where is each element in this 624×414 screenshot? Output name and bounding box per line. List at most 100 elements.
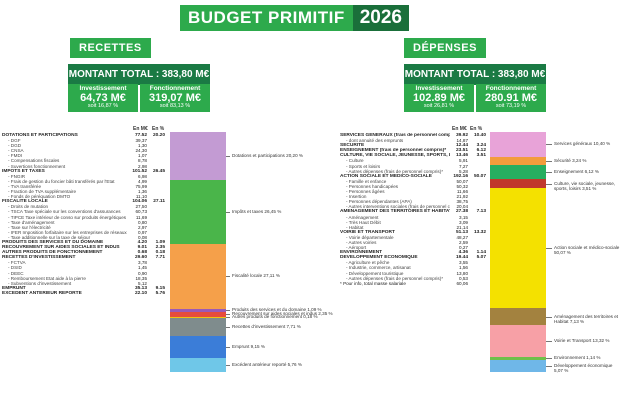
- recettes-row-label: - FMDI: [8, 153, 23, 159]
- depenses-row-label: - Insertion: [346, 194, 367, 200]
- depenses-bar-segment-amenagement: [490, 307, 546, 326]
- recettes-row: - Fonds de péréquation DMTO 11,10: [2, 194, 165, 199]
- recettes-row-value: 35.13: [134, 285, 147, 291]
- depenses-row: SERVICES GENERAUX (frais de personnel co…: [340, 133, 486, 138]
- depenses-row-label: * Pour info, total masse salariale: [340, 280, 406, 286]
- recettes-bar-segment-impots: [170, 180, 226, 244]
- depenses-row-label: ENVIRONNEMENT: [340, 250, 383, 256]
- recettes-row-value: 1,45: [138, 265, 147, 271]
- recettes-row-label: - Fraction de TVA supplémentaire: [8, 189, 77, 195]
- recettes-leader-line: [226, 314, 230, 316]
- recettes-row-value: 0,97: [138, 229, 147, 235]
- depenses-leader-line: [546, 172, 552, 174]
- recettes-row: - TSCA Taxe spéciale sur les conventions…: [2, 209, 165, 214]
- recettes-row: - Remboursement Etat aide à la pierre 18,…: [2, 276, 165, 281]
- depenses-row: - Voirie départementale 48,27: [340, 235, 486, 240]
- depenses-row: VOIRIE ET TRANSPORT 51.13 13.32: [340, 230, 486, 235]
- depenses-row-label: - Autres voiries: [346, 239, 377, 245]
- recettes-bar-caption: Produits des services et du domaine 1,09…: [232, 307, 322, 313]
- recettes-inv-box: Investissement 64,73 M€ soit 16,87 %: [68, 84, 138, 113]
- depenses-bar-caption: Sécurité 3,24 %: [554, 157, 587, 163]
- depenses-row-label: - Agriculture et pêche: [346, 260, 390, 266]
- recettes-bar: [170, 132, 226, 372]
- recettes-fonc-pct: soit 83,13 %: [159, 103, 191, 110]
- recettes-leader-line: [226, 365, 230, 367]
- depenses-row: - Culture 5,91: [340, 158, 486, 163]
- depenses-bar-caption: Culture, vie sociale, jeunesse, sports, …: [554, 180, 616, 191]
- recettes-row-value: 0.68: [137, 250, 147, 256]
- recettes-fonc-label: Fonctionnement: [149, 85, 201, 92]
- recettes-row-label: AUTRES PRODUITS DE FONCTIONNEMENT: [2, 250, 103, 256]
- depenses-row-value: 38,75: [456, 199, 469, 205]
- recettes-row-pct: 5.76: [155, 290, 165, 296]
- depenses-row-label: - Culture: [346, 158, 364, 164]
- recettes-row-pct: 0.18: [155, 250, 165, 256]
- title-text: BUDGET PRIMITIF: [180, 5, 353, 31]
- depenses-row: - Autres voiries 2,59: [340, 240, 486, 245]
- recettes-row: RECOUVREMENT SUR AIDES SOCIALES ET INDUS…: [2, 245, 165, 250]
- depenses-leader-line: [546, 144, 552, 146]
- depenses-bar: [490, 132, 546, 372]
- recettes-table: DOTATIONS ET PARTICIPATIONS 77.52 20.20- D…: [2, 133, 165, 296]
- depenses-row-value: 0,27: [459, 245, 468, 251]
- depenses-row-value: 3,15: [459, 214, 468, 220]
- depenses-row-pct: 7.13: [476, 209, 486, 215]
- depenses-row-label: - Développement touristique: [346, 270, 404, 276]
- depenses-row-label: - Autres dépenses (frais de personnel co…: [346, 275, 444, 281]
- depenses-row: - Autres dépenses (frais de personnel co…: [340, 169, 486, 174]
- depenses-row-value: 13.46: [455, 153, 468, 159]
- recettes-row-value: 101.52: [132, 168, 147, 174]
- recettes-row-pct: 20.20: [152, 133, 165, 138]
- recettes-row: - TIPCE Taxe intérieur de conso sur prod…: [2, 215, 165, 220]
- depenses-row-pct: 50.07: [473, 173, 486, 179]
- recettes-row-value: 1,07: [138, 153, 147, 159]
- depenses-bar-caption: Aménagement des territoires et Habitat 7…: [554, 313, 619, 324]
- depenses-bar-segment-enseignement: [490, 164, 546, 180]
- recettes-row: EMPRUNT 35.13 9.15: [2, 286, 165, 291]
- depenses-leader-line: [546, 183, 552, 185]
- depenses-row-value: 50,07: [456, 178, 469, 184]
- recettes-row-value: 0,08: [138, 234, 147, 240]
- recettes-leader-line: [226, 347, 230, 349]
- depenses-row-label: SÉCURITÉ: [340, 143, 365, 149]
- recettes-row: - FMDI 1,07: [2, 153, 165, 158]
- depenses-row-label: ENSEIGNEMENT (frais de personnel compris…: [340, 148, 447, 154]
- depenses-row-pct: 6.12: [476, 148, 486, 154]
- depenses-row: - Personnes handicapées 50,32: [340, 184, 486, 189]
- recettes-row: - Fraction de TVA supplémentaire 1,36: [2, 189, 165, 194]
- recettes-row-value: 77.52: [134, 133, 147, 138]
- recettes-leader-line: [226, 326, 230, 328]
- depenses-row-label: - Aménagement: [346, 214, 379, 220]
- depenses-bar-segment-securite: [490, 156, 546, 165]
- recettes-row-pct: 7.71: [155, 255, 165, 261]
- recettes-row-label: - CNSA: [8, 148, 24, 154]
- depenses-row-pct: 3.24: [476, 143, 486, 149]
- recettes-row-label: - FNGIR: [8, 173, 26, 179]
- depenses-leader-line: [546, 341, 552, 343]
- depenses-row-value: 5,91: [459, 158, 468, 164]
- depenses-row: ENSEIGNEMENT (frais de personnel compris…: [340, 148, 486, 153]
- recettes-row: RECETTES D'INVESTISSEMENT 29.60 7.71: [2, 255, 165, 260]
- recettes-row: IMPÔTS ET TAXES 101.52 26.45: [2, 169, 165, 174]
- depenses-row-pct: [468, 281, 486, 286]
- recettes-row: - FNGIR 6,98: [2, 174, 165, 179]
- recettes-inv-value: 64,73 M€: [80, 91, 126, 104]
- depenses-row-value: 4.36: [458, 250, 468, 256]
- depenses-row-value: 13,80: [456, 270, 469, 276]
- depenses-row: - Aéroport 0,27: [340, 245, 486, 250]
- depenses-row-label: AMÉNAGEMENT DES TERRITOIRES ET HABITAT: [340, 209, 450, 215]
- recettes-row: DOTATIONS ET PARTICIPATIONS 77.52 20.20: [2, 133, 165, 138]
- recettes-row: - Subventions d'investissement 5,12: [2, 281, 165, 286]
- depenses-bar-caption: Environnement 1,14 %: [554, 355, 601, 361]
- depenses-row-label: CULTURE, VIE SOCIALE, JEUNESSE, SPORTS, …: [340, 153, 450, 159]
- recettes-row-value: 39,37: [135, 138, 148, 144]
- recettes-row-value: 2,98: [138, 163, 147, 169]
- depenses-row-label: - Industrie, commerce, artisanat: [346, 265, 411, 271]
- depenses-row: SÉCURITÉ 12.44 3.24: [340, 143, 486, 148]
- recettes-row: - TVA transférée 75,99: [2, 184, 165, 189]
- depenses-inv-box: Investissement 102.89 M€ soit 26,81 %: [404, 84, 474, 113]
- depenses-row: - Personnes âgées 11,66: [340, 189, 486, 194]
- depenses-leader-line: [546, 316, 552, 318]
- depenses-row-value: 2,59: [459, 239, 468, 245]
- depenses-row-label: DÉVELOPPEMENT ÉCONOMIQUE: [340, 255, 418, 261]
